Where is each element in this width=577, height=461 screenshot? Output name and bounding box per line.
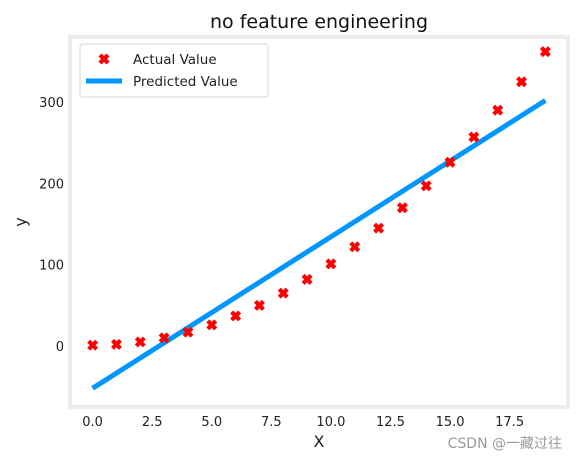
x-axis-label: X bbox=[314, 432, 325, 451]
legend-box bbox=[79, 43, 269, 98]
x-tick-label: 2.5 bbox=[142, 415, 163, 430]
x-tick-label: 17.5 bbox=[495, 415, 524, 430]
x-tick-label: 10.0 bbox=[316, 415, 345, 430]
y-tick-label: 100 bbox=[39, 259, 64, 274]
legend-marker-actual-value bbox=[98, 53, 110, 65]
series-layer bbox=[87, 46, 551, 391]
actual-value-point bbox=[301, 273, 313, 285]
legend: Actual Value Predicted Value bbox=[79, 43, 269, 98]
actual-value-point bbox=[373, 222, 385, 234]
actual-value-point bbox=[420, 180, 432, 192]
plot-frame bbox=[68, 35, 570, 409]
actual-value-point bbox=[492, 104, 504, 116]
y-axis-label: y bbox=[11, 217, 30, 226]
actual-value-point bbox=[158, 332, 170, 344]
actual-value-point bbox=[325, 258, 337, 270]
actual-value-point bbox=[230, 310, 242, 322]
actual-value-point bbox=[516, 76, 528, 88]
y-ticks: 0 100 200 300 bbox=[39, 96, 64, 355]
legend-label-predicted-value: Predicted Value bbox=[133, 74, 238, 90]
x-ticks: 0.0 2.5 5.0 7.5 10.0 12.5 15.0 17.5 bbox=[82, 415, 524, 430]
actual-value-point bbox=[110, 338, 122, 350]
x-tick-label: 0.0 bbox=[82, 415, 103, 430]
y-tick-label: 0 bbox=[56, 340, 64, 355]
actual-value-point bbox=[396, 202, 408, 214]
legend-label-actual-value: Actual Value bbox=[133, 52, 217, 68]
actual-value-point bbox=[87, 339, 99, 351]
y-tick-label: 200 bbox=[39, 177, 64, 192]
actual-value-point bbox=[134, 336, 146, 348]
actual-value-point bbox=[182, 326, 194, 338]
actual-value-point bbox=[206, 319, 218, 331]
actual-value-point bbox=[539, 46, 551, 58]
actual-value-point bbox=[253, 299, 265, 311]
x-tick-label: 7.5 bbox=[261, 415, 282, 430]
actual-value-point bbox=[349, 241, 361, 253]
x-tick-label: 5.0 bbox=[201, 415, 222, 430]
watermark: CSDN @一藏过往 bbox=[448, 436, 562, 452]
actual-value-point bbox=[468, 131, 480, 143]
chart-title: no feature engineering bbox=[210, 11, 428, 33]
y-tick-label: 300 bbox=[39, 96, 64, 111]
actual-value-point bbox=[277, 287, 289, 299]
x-tick-label: 12.5 bbox=[376, 415, 405, 430]
x-tick-label: 15.0 bbox=[436, 415, 465, 430]
actual-value-point bbox=[444, 156, 456, 168]
